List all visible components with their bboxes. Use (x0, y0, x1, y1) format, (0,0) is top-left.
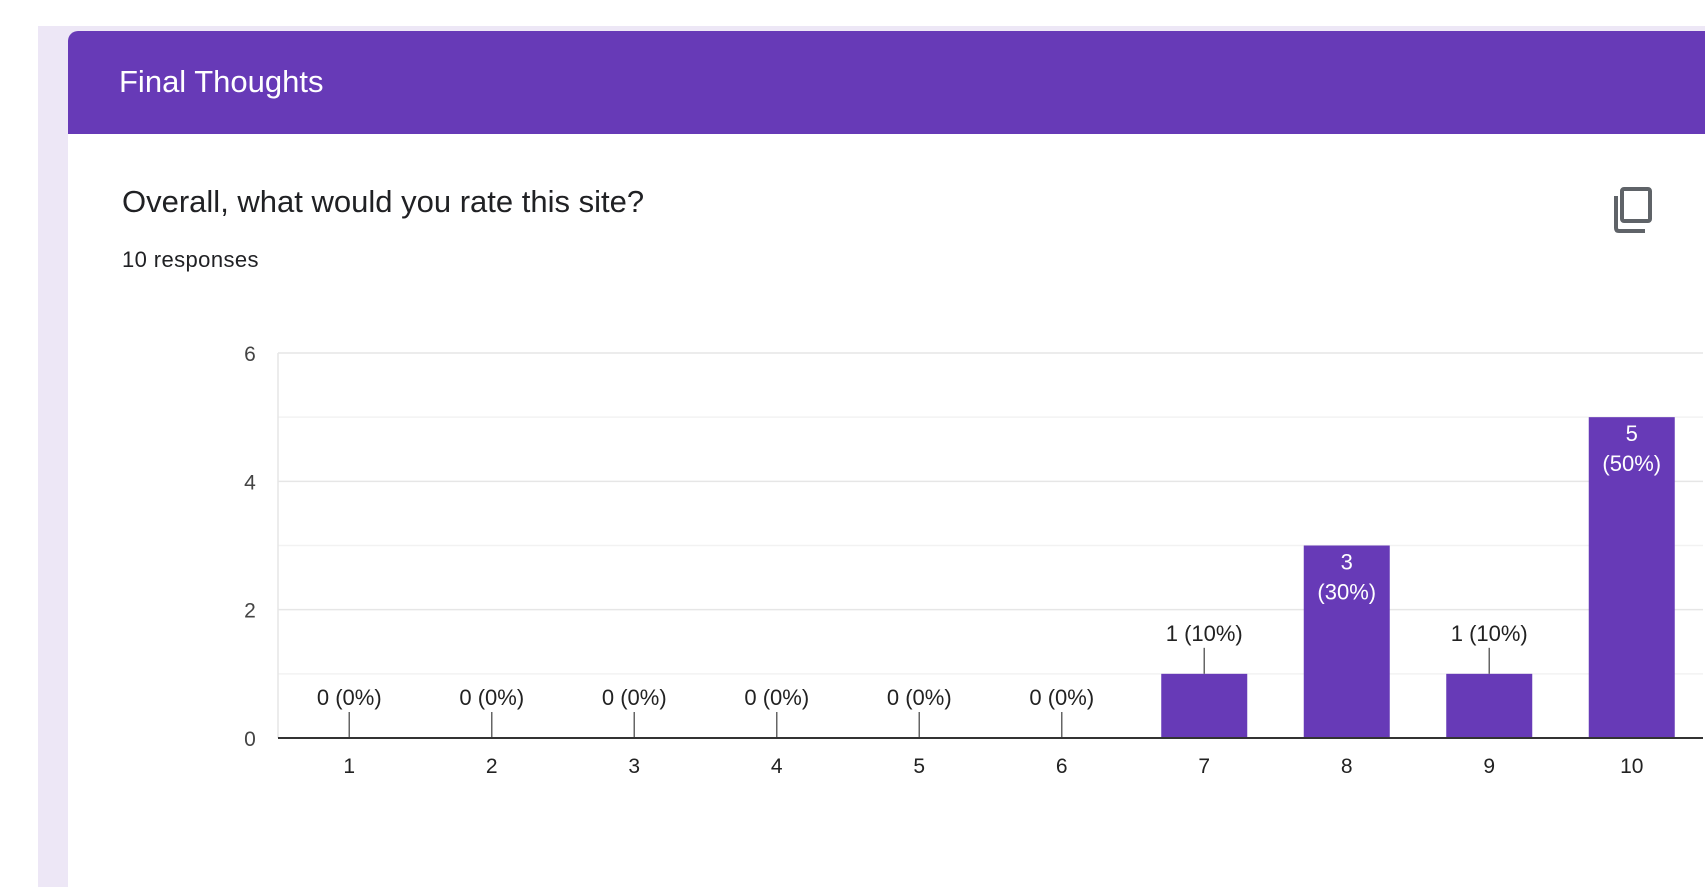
bar (1446, 673, 1533, 738)
bar (1161, 673, 1248, 738)
data-label: (50%) (1602, 451, 1661, 476)
x-tick-label: 8 (1341, 755, 1353, 778)
axes: 0 2 4 6 1 2 3 4 5 6 7 8 9 10 (244, 343, 1703, 778)
data-label: 1 (10%) (1451, 621, 1528, 646)
data-label: 0 (0%) (887, 685, 952, 710)
bars (1161, 417, 1675, 738)
data-label: 0 (0%) (459, 685, 524, 710)
bar (1303, 545, 1390, 738)
data-label: 1 (10%) (1166, 621, 1243, 646)
data-label: 0 (0%) (317, 685, 382, 710)
copy-chart-button[interactable] (1605, 183, 1665, 243)
section-header: Final Thoughts (68, 31, 1705, 134)
data-label: 0 (0%) (744, 685, 809, 710)
data-labels: 0 (0%) 0 (0%) 0 (0%) 0 (0%) 0 (0%) 0 (0%) 1 (1… (317, 421, 1661, 738)
y-tick-label: 2 (244, 600, 256, 623)
y-tick-label: 0 (244, 728, 256, 751)
question-title: Overall, what would you rate this site? (122, 184, 645, 219)
x-tick-label: 3 (628, 755, 640, 778)
response-count: 10 responses (122, 247, 259, 272)
bar (1588, 417, 1675, 738)
x-tick-label: 7 (1198, 755, 1210, 778)
x-tick-label: 2 (486, 755, 498, 778)
copy-chart-icon (1614, 187, 1652, 233)
data-label: 0 (0%) (1029, 685, 1094, 710)
section-title: Final Thoughts (119, 64, 324, 99)
x-tick-label: 1 (343, 755, 355, 778)
bar-chart: 0 (0%) 0 (0%) 0 (0%) 0 (0%) 0 (0%) 0 (0%) 1 (1… (244, 343, 1703, 778)
data-label: 3 (1341, 550, 1353, 575)
question-card: Final Thoughts Overall, what would you r… (68, 31, 1705, 887)
y-tick-label: 6 (244, 343, 256, 366)
data-label: 0 (0%) (602, 685, 667, 710)
x-tick-label: 5 (913, 755, 925, 778)
x-tick-label: 4 (771, 755, 783, 778)
x-tick-label: 9 (1483, 755, 1495, 778)
data-label: (30%) (1317, 580, 1376, 605)
y-tick-label: 4 (244, 471, 256, 494)
x-tick-label: 6 (1056, 755, 1068, 778)
x-tick-label: 10 (1620, 755, 1643, 778)
data-label: 5 (1626, 421, 1638, 446)
